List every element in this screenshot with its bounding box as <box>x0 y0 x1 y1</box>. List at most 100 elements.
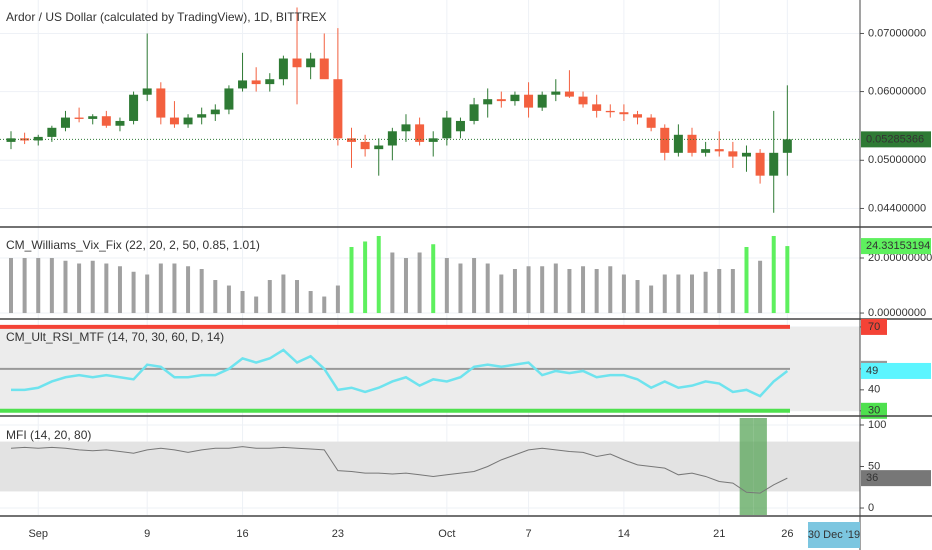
bar <box>63 260 68 314</box>
bar <box>676 274 681 314</box>
x-tick-label: 21 <box>713 528 725 540</box>
bar <box>567 269 572 314</box>
bar <box>349 246 354 314</box>
x-tick-label: 23 <box>332 528 344 540</box>
panel-title: Ardor / US Dollar (calculated by Trading… <box>6 10 327 24</box>
bar <box>662 274 667 314</box>
price-tag <box>861 131 931 148</box>
candle-body <box>197 114 207 118</box>
line <box>11 348 789 398</box>
x-tick-label: 26 <box>781 528 793 540</box>
x-tick-label: Oct <box>438 528 455 540</box>
candle-body <box>496 99 506 102</box>
bar <box>322 296 327 314</box>
crosshair-label: 30 Dec '19 <box>808 529 860 541</box>
bar <box>77 263 82 314</box>
bar <box>9 258 13 314</box>
candle-body <box>592 104 602 111</box>
y-tick-bg <box>861 318 887 335</box>
y-tick-label: 100 <box>868 419 886 431</box>
candle-body <box>47 127 57 137</box>
bar <box>758 260 763 314</box>
bar <box>22 258 27 314</box>
candle-body <box>646 117 656 128</box>
bar <box>526 266 531 314</box>
crosshair-box <box>808 522 860 548</box>
bar <box>417 252 422 314</box>
candle-body <box>714 149 724 152</box>
band <box>0 441 860 492</box>
bar <box>254 296 259 314</box>
price-tag-label: 24.33153194 <box>866 240 930 252</box>
bar <box>512 269 517 314</box>
panel-title: MFI (14, 20, 80) <box>6 428 91 442</box>
candle-body <box>619 112 629 115</box>
bar <box>608 266 613 314</box>
bar <box>158 263 163 314</box>
bar <box>36 258 41 314</box>
y-tick-label: 20.00000000 <box>868 252 932 264</box>
bar <box>308 291 313 314</box>
candle-body <box>169 117 179 125</box>
candle-body <box>292 58 302 68</box>
bar <box>690 274 694 314</box>
x-tick-label: 16 <box>236 528 248 540</box>
bar <box>403 258 408 314</box>
y-tick-label: 0.07000000 <box>868 27 926 39</box>
bar <box>744 246 749 314</box>
candle-body <box>687 134 697 153</box>
candle-body <box>129 94 139 121</box>
candle-body <box>728 151 738 157</box>
bar <box>485 263 490 314</box>
highlight <box>739 418 754 515</box>
price-tag <box>861 238 931 255</box>
candle-body <box>415 124 425 142</box>
candle-body <box>660 127 670 153</box>
bar <box>785 246 790 314</box>
price-tag-label: 49 <box>866 365 878 377</box>
panel-title: CM_Ult_RSI_MTF (14, 70, 30, 60, D, 14) <box>6 330 224 344</box>
bar <box>730 269 735 314</box>
bar <box>553 263 558 314</box>
candle-body <box>755 152 765 176</box>
bar <box>717 269 722 314</box>
bar <box>594 269 599 314</box>
bar <box>649 285 654 314</box>
bar <box>172 263 177 314</box>
bar <box>581 266 586 314</box>
bar <box>240 291 245 314</box>
bar <box>226 285 231 314</box>
y-tick-label: 40 <box>868 384 880 396</box>
candle-body <box>442 117 452 139</box>
candle-body <box>483 99 493 105</box>
bar <box>145 274 150 314</box>
bar <box>444 258 449 314</box>
candle-body <box>578 96 588 105</box>
y-tick-label: 0 <box>868 502 874 514</box>
candle-body <box>142 88 152 95</box>
candle-body <box>551 91 561 95</box>
candle-body <box>33 136 43 141</box>
candle-body <box>333 79 343 139</box>
panel-title: CM_Williams_Vix_Fix (22, 20, 2, 50, 0.85… <box>6 238 260 252</box>
bar <box>540 266 545 314</box>
bar <box>295 280 300 314</box>
candle-body <box>428 138 438 142</box>
bar <box>472 258 477 314</box>
candle-body <box>278 58 288 80</box>
candle-body <box>605 110 615 113</box>
bar <box>621 274 626 314</box>
candle-body <box>224 88 234 110</box>
candle-body <box>360 141 370 150</box>
candle-body <box>251 80 261 85</box>
y-tick-label: 0.00000000 <box>868 307 926 319</box>
candle-body <box>306 58 316 68</box>
candle-body <box>455 120 465 132</box>
candle-body <box>524 94 534 108</box>
candle-body <box>387 131 397 146</box>
y-tick-label: 70 <box>868 321 880 333</box>
candle-body <box>156 88 166 118</box>
x-tick-label: 7 <box>525 528 531 540</box>
candle-body <box>673 134 683 153</box>
